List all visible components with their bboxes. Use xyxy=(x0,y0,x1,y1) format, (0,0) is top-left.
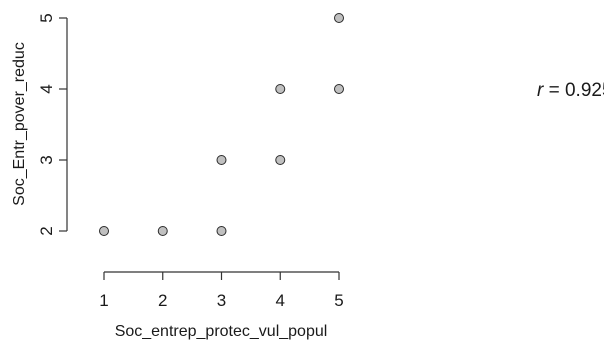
x-axis-label: Soc_entrep_protec_vul_popul xyxy=(115,323,328,340)
data-point xyxy=(275,84,286,94)
data-point xyxy=(216,226,227,236)
data-point xyxy=(275,155,286,165)
y-tick-label: 3 xyxy=(37,155,56,164)
y-tick-label: 5 xyxy=(37,13,56,22)
y-axis-label: Soc_Entr_pover_reduc xyxy=(11,42,28,206)
correlation-annotation: r = 0.925 xyxy=(537,80,604,101)
data-point xyxy=(157,226,168,236)
x-tick-label: 3 xyxy=(217,291,226,310)
correlation-value: = 0.925 xyxy=(543,80,604,101)
data-point xyxy=(334,13,344,23)
data-point xyxy=(216,155,227,165)
data-points xyxy=(99,13,344,236)
y-tick-label: 2 xyxy=(37,226,56,235)
x-tick-label: 2 xyxy=(158,291,167,310)
x-ticks: 1 2 3 4 5 xyxy=(99,272,344,310)
correlation-symbol: r xyxy=(537,80,544,101)
x-tick-label: 1 xyxy=(99,291,108,310)
data-point xyxy=(99,226,109,236)
data-point xyxy=(334,84,344,94)
x-tick-label: 4 xyxy=(276,291,285,310)
y-tick-label: 4 xyxy=(37,84,56,93)
y-ticks: 2 3 4 5 xyxy=(37,13,67,236)
x-tick-label: 5 xyxy=(334,291,343,310)
